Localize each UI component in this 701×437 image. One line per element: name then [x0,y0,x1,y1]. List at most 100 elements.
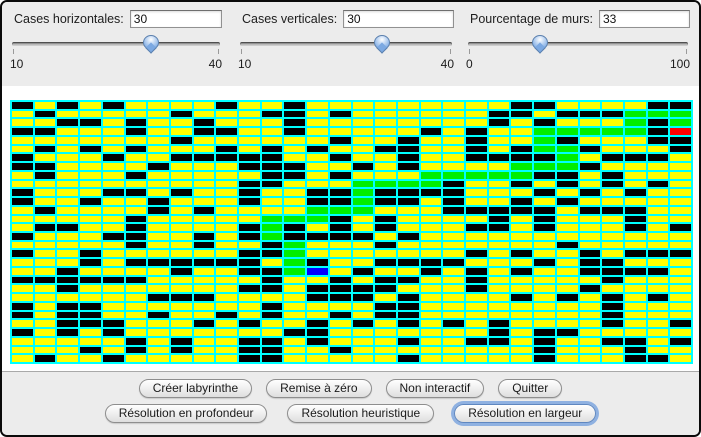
maze-cell[interactable] [239,136,260,144]
maze-cell[interactable] [556,267,578,275]
maze-cell[interactable] [170,337,192,345]
maze-cell[interactable] [647,102,669,109]
maze-cell[interactable] [125,320,147,328]
maze-cell[interactable] [57,145,79,153]
maze-cell[interactable] [443,232,464,240]
maze-cell[interactable] [12,206,33,214]
maze-cell[interactable] [556,189,578,197]
maze-cell[interactable] [647,119,669,127]
maze-cell[interactable] [125,267,147,275]
maze-cell[interactable] [466,355,487,362]
maze-cell[interactable] [239,215,260,223]
maze-cell[interactable] [443,241,464,249]
maze-cell[interactable] [556,110,578,118]
maze-cell[interactable] [284,224,306,231]
maze-cell[interactable] [466,346,487,354]
maze-cell[interactable] [34,171,56,179]
maze-cell[interactable] [80,311,101,319]
maze-cell[interactable] [239,259,260,266]
maze-cell[interactable] [193,189,215,197]
maze-cell[interactable] [284,302,306,310]
maze-cell[interactable] [216,346,237,354]
maze-cell[interactable] [307,320,328,328]
maze-cell[interactable] [102,337,124,345]
maze-cell[interactable] [466,232,487,240]
maze-cell[interactable] [420,320,442,328]
maze-cell[interactable] [420,311,442,319]
maze-cell[interactable] [602,119,623,127]
maze-cell[interactable] [80,154,101,162]
maze-cell[interactable] [420,154,442,162]
maze-cell[interactable] [375,285,396,293]
maze-cell[interactable] [511,241,533,249]
maze-cell[interactable] [307,302,328,310]
maze-cell[interactable] [556,337,578,345]
maze-cell[interactable] [511,198,533,205]
maze-cell[interactable] [352,128,374,135]
maze-cell[interactable] [80,215,101,223]
maze-cell[interactable] [148,329,169,336]
maze-cell[interactable] [511,189,533,197]
maze-cell[interactable] [193,215,215,223]
maze-cell[interactable] [216,302,237,310]
maze-cell[interactable] [397,128,419,135]
maze-cell[interactable] [102,154,124,162]
maze-cell[interactable] [307,163,328,170]
maze-cell[interactable] [534,154,555,162]
maze-cell[interactable] [125,276,147,284]
maze-cell[interactable] [80,119,101,127]
maze-cell[interactable] [307,180,328,188]
maze-cell[interactable] [102,145,124,153]
maze-cell[interactable] [239,320,260,328]
maze-cell[interactable] [602,198,623,205]
maze-cell[interactable] [307,294,328,301]
maze-cell[interactable] [57,189,79,197]
maze-cell[interactable] [511,224,533,231]
maze-cell[interactable] [148,206,169,214]
maze-cell[interactable] [420,355,442,362]
maze-cell[interactable] [556,329,578,336]
maze-cell[interactable] [284,136,306,144]
maze-cell[interactable] [488,276,510,284]
maze-cell[interactable] [579,180,601,188]
maze-cell[interactable] [397,136,419,144]
maze-cell[interactable] [170,163,192,170]
maze-cell[interactable] [556,119,578,127]
maze-cell[interactable] [216,145,237,153]
maze-cell[interactable] [148,320,169,328]
maze-cell[interactable] [397,163,419,170]
maze-cell[interactable] [602,276,623,284]
maze-cell[interactable] [329,110,351,118]
maze-cell[interactable] [193,241,215,249]
maze-cell[interactable] [624,110,646,118]
maze-cell[interactable] [420,119,442,127]
maze-cell[interactable] [284,241,306,249]
maze-cell[interactable] [261,189,283,197]
vertical-cells-slider[interactable] [238,34,454,54]
maze-cell[interactable] [34,250,56,258]
maze-cell[interactable] [511,329,533,336]
maze-cell[interactable] [647,329,669,336]
maze-cell[interactable] [488,110,510,118]
maze-cell[interactable] [125,180,147,188]
maze-cell[interactable] [488,145,510,153]
maze-cell[interactable] [534,171,555,179]
maze-cell[interactable] [102,136,124,144]
maze-cell[interactable] [397,259,419,266]
maze-cell[interactable] [443,294,464,301]
maze-cell[interactable] [579,215,601,223]
maze-cell[interactable] [624,337,646,345]
maze-cell[interactable] [148,241,169,249]
maze-cell[interactable] [602,285,623,293]
maze-cell[interactable] [602,136,623,144]
maze-cell[interactable] [12,180,33,188]
maze-cell[interactable] [193,110,215,118]
maze-cell[interactable] [670,285,691,293]
maze-cell[interactable] [80,198,101,205]
maze-cell[interactable] [420,276,442,284]
slider-thumb[interactable] [143,35,160,50]
maze-cell[interactable] [466,250,487,258]
maze-cell[interactable] [193,180,215,188]
maze-cell[interactable] [466,154,487,162]
maze-cell[interactable] [125,355,147,362]
